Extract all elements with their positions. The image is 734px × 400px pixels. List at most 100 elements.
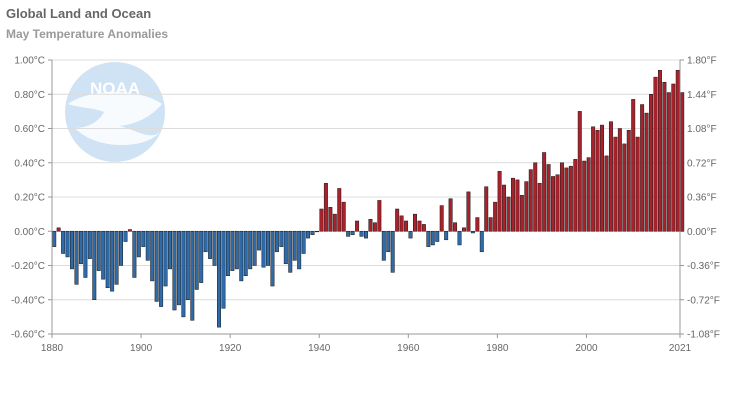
bar-1932 xyxy=(283,231,288,265)
bar-1951 xyxy=(368,219,373,232)
bar-1931 xyxy=(279,231,284,247)
x-tick-label: 1960 xyxy=(397,343,420,354)
bar-1891 xyxy=(101,231,106,280)
bar-1980 xyxy=(497,171,502,232)
bar-1969 xyxy=(448,198,453,232)
bar-1967 xyxy=(439,205,444,232)
bar-2009 xyxy=(626,129,631,232)
bar-1893 xyxy=(110,231,115,292)
bar-1899 xyxy=(136,231,141,258)
bar-1926 xyxy=(257,231,262,251)
bar-1919 xyxy=(225,231,230,277)
bar-1958 xyxy=(399,215,404,232)
bar-1910 xyxy=(185,231,190,300)
bar-2006 xyxy=(613,136,618,232)
y-tick-label-right: 0.36°F xyxy=(687,193,717,204)
bar-2018 xyxy=(666,92,671,232)
bar-2015 xyxy=(653,76,658,232)
bar-1935 xyxy=(297,231,302,270)
bar-1942 xyxy=(328,207,333,232)
bar-1889 xyxy=(92,231,97,300)
bar-1890 xyxy=(96,231,101,271)
y-tick-label-left: -0.60°C xyxy=(11,330,45,341)
bar-1887 xyxy=(83,231,88,278)
bar-1957 xyxy=(395,208,400,232)
bar-1933 xyxy=(288,231,293,273)
y-tick-label-right: -0.72°F xyxy=(687,295,720,306)
y-tick-label-left: 1.00°C xyxy=(14,56,45,67)
bar-1922 xyxy=(239,231,244,282)
bar-1896 xyxy=(123,231,128,242)
bar-1981 xyxy=(502,184,507,232)
bar-1965 xyxy=(430,231,435,246)
y-tick-label-right: 0.00°F xyxy=(687,227,717,238)
bar-1953 xyxy=(377,200,382,232)
bar-1941 xyxy=(323,183,328,232)
bar-1975 xyxy=(475,217,480,232)
bar-1956 xyxy=(390,231,395,273)
bar-1977 xyxy=(484,186,489,232)
bar-1991 xyxy=(546,164,551,232)
bar-1984 xyxy=(515,179,520,232)
bar-1923 xyxy=(243,231,248,277)
bar-1966 xyxy=(435,231,440,242)
x-tick-label: 1900 xyxy=(130,343,153,354)
y-tick-label-left: 0.60°C xyxy=(14,124,45,135)
bar-1938 xyxy=(310,231,315,235)
bar-1912 xyxy=(194,231,199,290)
x-axis-labels: 1880 1900 1920 1940 1960 1980 2000 2021 xyxy=(41,334,692,354)
y-tick-label-left: 0.40°C xyxy=(14,158,45,169)
bar-series xyxy=(52,70,685,328)
bar-2020 xyxy=(675,70,680,232)
bar-1880 xyxy=(52,231,57,247)
x-tick-label: 1940 xyxy=(308,343,331,354)
bar-1960 xyxy=(408,231,413,239)
bar-1929 xyxy=(270,231,275,287)
bar-1976 xyxy=(479,231,484,253)
bar-1903 xyxy=(154,231,159,302)
y-tick-label-right: 1.44°F xyxy=(687,90,717,101)
bar-1950 xyxy=(364,231,368,239)
bar-1954 xyxy=(381,231,386,261)
bar-1997 xyxy=(573,159,578,232)
bar-1939 xyxy=(315,231,319,233)
bar-1961 xyxy=(413,213,417,232)
bar-1909 xyxy=(181,231,186,318)
bar-1992 xyxy=(551,176,556,232)
y-axis-left-labels: -0.60°C -0.40°C -0.20°C 0.00°C 0.20°C 0.40°C 0… xyxy=(11,56,45,341)
bar-1968 xyxy=(444,231,449,241)
bar-1917 xyxy=(217,231,221,328)
x-tick-label: 1880 xyxy=(41,343,64,354)
bar-1881 xyxy=(56,227,61,232)
axes xyxy=(51,60,681,335)
bar-2003 xyxy=(600,124,605,232)
y-tick-label-right: 0.72°F xyxy=(687,158,717,169)
bar-1900 xyxy=(141,231,146,247)
bar-2017 xyxy=(662,82,667,232)
bar-1937 xyxy=(306,231,311,239)
bar-1916 xyxy=(212,231,217,266)
bar-1955 xyxy=(386,231,391,253)
bar-1928 xyxy=(266,231,270,266)
bar-1946 xyxy=(346,231,351,237)
bar-1985 xyxy=(519,195,524,232)
y-tick-label-left: 0.00°C xyxy=(14,227,45,238)
bar-1962 xyxy=(417,220,422,232)
bar-2016 xyxy=(657,70,662,232)
bar-2013 xyxy=(644,112,649,232)
bar-1986 xyxy=(524,181,529,232)
bar-2008 xyxy=(622,143,627,232)
bar-2019 xyxy=(671,83,676,232)
bar-1993 xyxy=(555,174,560,232)
bar-1918 xyxy=(221,231,226,309)
x-tick-label: 1980 xyxy=(486,343,509,354)
y-tick-label-right: 1.80°F xyxy=(687,56,717,67)
bar-1894 xyxy=(114,231,119,285)
bar-1988 xyxy=(533,162,538,232)
bar-1884 xyxy=(70,231,75,270)
bar-1978 xyxy=(488,217,493,232)
bar-2002 xyxy=(595,129,600,232)
bar-1908 xyxy=(176,231,181,306)
bar-1990 xyxy=(542,152,547,232)
bar-2012 xyxy=(640,104,645,232)
